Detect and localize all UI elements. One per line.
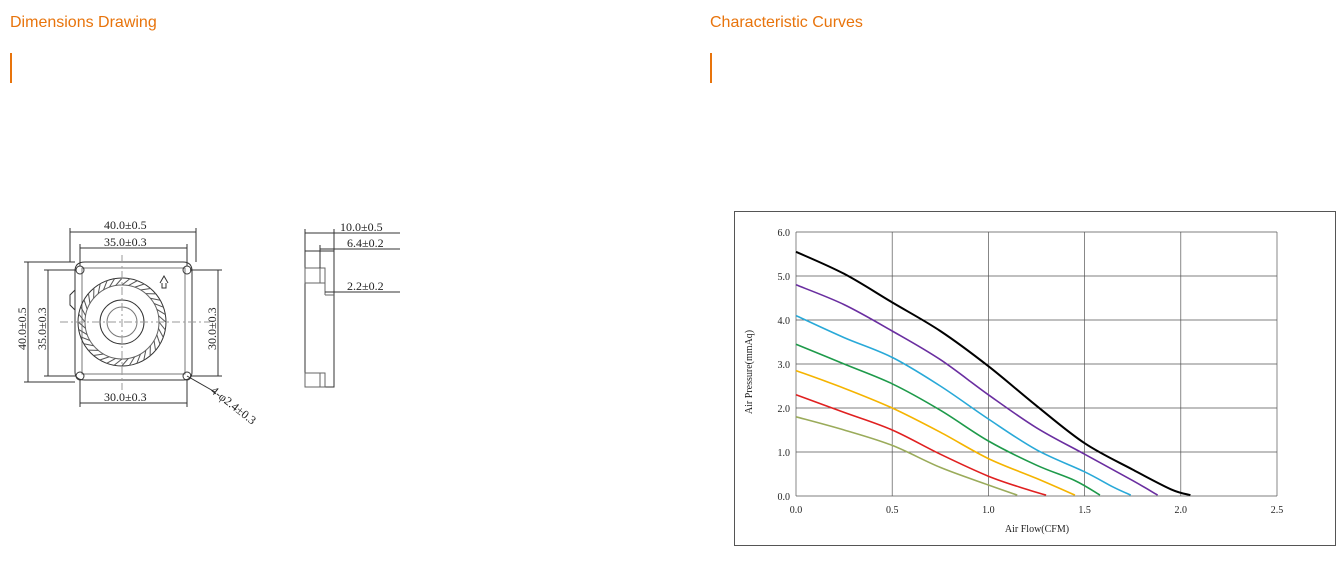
- impeller-blade: [93, 353, 104, 357]
- y-tick-label: 1.0: [778, 448, 791, 459]
- dim-label-left-inner: 35.0±0.3: [35, 307, 49, 350]
- impeller-blade: [80, 306, 87, 316]
- chart-svg: 0.0 0.5 1.0 1.5 2.0 2.50.01.02.03.04.05.06.0 …: [744, 228, 1284, 535]
- dim-label-top-outer: 40.0±0.5: [104, 218, 147, 232]
- dim-label-top-inner: 35.0±0.3: [104, 235, 147, 249]
- x-tick-label: 2.5: [1271, 505, 1284, 516]
- y-tick-label: 0.0: [778, 492, 791, 503]
- impeller-blade: [153, 340, 157, 351]
- chart-ticks: 0.0 0.5 1.0 1.5 2.0 2.5 0.0 1.0 2.0 3.0 4.0 5.0 6.0: [778, 228, 1284, 516]
- outlet-notch: [69, 289, 76, 311]
- impeller-blade: [115, 277, 123, 286]
- chart-grid: [795, 231, 1278, 497]
- series-line-7: [795, 416, 1018, 496]
- impeller-blade: [106, 357, 116, 364]
- series-line-3: [795, 314, 1132, 496]
- fan-inner-frame: [81, 267, 186, 375]
- x-tick-label: 0.0: [790, 505, 803, 516]
- impeller-blade: [156, 334, 161, 345]
- impeller-blade: [80, 336, 91, 341]
- dim-label-side-total: 10.0±0.5: [340, 220, 383, 234]
- series-line-6: [795, 394, 1047, 496]
- impeller-blade: [83, 343, 94, 347]
- y-tick-label: 6.0: [778, 228, 791, 239]
- chart-series: [795, 250, 1191, 497]
- impeller-blade: [158, 315, 167, 323]
- impeller-blade: [136, 353, 141, 364]
- mount-hole-top-left: [75, 265, 85, 275]
- impeller-blade: [143, 350, 147, 361]
- dimensions-accent-bar: [10, 53, 12, 83]
- rotation-arrow-icon: [159, 274, 169, 289]
- impeller-blade: [78, 313, 86, 323]
- dimensions-drawing-title: Dimensions Drawing: [10, 14, 157, 31]
- impeller-blade: [121, 358, 129, 367]
- x-axis-label: Air Flow(CFM): [1005, 524, 1069, 535]
- y-tick-label: 4.0: [778, 316, 791, 327]
- impeller-blade: [158, 321, 166, 331]
- characteristic-curves-title: Characteristic Curves: [710, 14, 863, 31]
- impeller-blades: [77, 277, 167, 367]
- x-tick-label: 1.5: [1078, 505, 1091, 516]
- series-line-2: [795, 284, 1159, 496]
- impeller-blade: [156, 308, 166, 316]
- x-tick-label: 0.5: [886, 505, 899, 516]
- impeller-blade: [87, 293, 91, 304]
- impeller-blade: [140, 287, 151, 291]
- dim-label-bottom: 30.0±0.3: [104, 390, 147, 404]
- y-tick-label: 2.0: [778, 404, 791, 415]
- curves-accent-bar: [710, 53, 712, 83]
- y-axis-label: Air Pressure(mmAq): [744, 330, 755, 414]
- impeller-blade: [113, 358, 123, 366]
- impeller-blade: [128, 280, 138, 287]
- impeller-blade: [78, 328, 88, 336]
- y-tick-label: 3.0: [778, 360, 791, 371]
- impeller-blade: [134, 283, 145, 288]
- y-tick-label: 5.0: [778, 272, 791, 283]
- impeller-blade: [121, 278, 131, 286]
- impeller-blade: [83, 299, 88, 310]
- dim-label-side-a: 6.4±0.2: [347, 236, 384, 250]
- impeller-blade: [103, 280, 108, 291]
- impeller-blade: [97, 283, 101, 294]
- impeller-blade: [99, 356, 110, 361]
- dim-label-hole: 4-φ2.4±0.3: [208, 383, 259, 427]
- x-tick-label: 2.0: [1175, 505, 1188, 516]
- dim-leader-hole: [186, 375, 216, 393]
- series-line-1: [795, 250, 1191, 497]
- dim-label-right: 30.0±0.3: [205, 307, 219, 350]
- series-line-4: [795, 343, 1101, 496]
- dim-label-side-b: 2.2±0.2: [347, 279, 384, 293]
- impeller-blade: [157, 328, 164, 338]
- impeller-blade: [108, 278, 116, 288]
- impeller-blade: [153, 303, 164, 308]
- impeller-blade: [77, 321, 86, 329]
- fan-dimensions-drawing: 40.0±0.5 35.0±0.3 40.0±0.5 35.0±0.3 30.0…: [15, 218, 400, 427]
- impeller-blade: [128, 356, 136, 366]
- x-tick-label: 1.0: [982, 505, 995, 516]
- series-line-5: [795, 369, 1076, 496]
- mount-hole-top-right: [182, 265, 192, 275]
- fan-front-outline: [74, 261, 193, 381]
- impeller-blade: [150, 297, 161, 301]
- characteristic-curves-chart: 0.0 0.5 1.0 1.5 2.0 2.5 0.0 1.0 2.0 3.0 4.0 5.0 6.0 …: [734, 211, 1336, 546]
- dim-label-left-outer: 40.0±0.5: [15, 307, 29, 350]
